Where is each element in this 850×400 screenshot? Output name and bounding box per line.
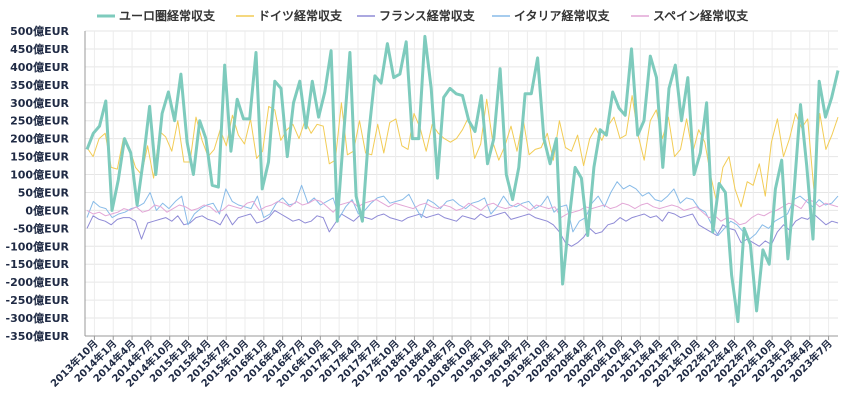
grid (85, 30, 838, 337)
y-tick-label: 450億EUR (10, 42, 69, 56)
legend-label[interactable]: ユーロ圏経常収支 (119, 8, 216, 23)
y-tick-label: 250億EUR (10, 114, 69, 128)
y-tick-label: -300億EUR (6, 311, 70, 325)
legend: ユーロ圏経常収支 ドイツ経常収支 フランス経常収支 イタリア経常収支 スペイン経常収支 (97, 8, 749, 23)
x-axis: 2013年10月2014年1月2014年4月2014年7月2014年10月201… (48, 335, 838, 390)
y-tick-label: -200億EUR (6, 275, 70, 289)
y-tick-label: -150億EUR (6, 257, 70, 271)
legend-label[interactable]: イタリア経常収支 (514, 8, 611, 23)
legend-label[interactable]: スペイン経常収支 (653, 8, 749, 23)
y-tick-label: -50億EUR (13, 221, 69, 235)
y-tick-label: 500億EUR (10, 24, 69, 38)
y-tick-label: -250億EUR (6, 293, 70, 307)
y-tick-label: 150億EUR (10, 150, 69, 164)
series-line-0 (85, 34, 840, 324)
series-line-1 (86, 95, 839, 208)
legend-label[interactable]: フランス経常収支 (379, 8, 476, 23)
y-tick-label: 300億EUR (10, 96, 69, 110)
y-tick-label: 100億EUR (10, 168, 69, 182)
y-tick-label: 0億EUR (25, 203, 69, 217)
y-tick-label: 200億EUR (10, 132, 69, 146)
y-tick-label: -350億EUR (6, 329, 70, 343)
y-tick-label: 350億EUR (10, 78, 69, 92)
y-tick-label: -100億EUR (6, 239, 70, 253)
series-lines (85, 34, 840, 324)
legend-label[interactable]: ドイツ経常収支 (258, 8, 343, 23)
y-tick-label: 400億EUR (10, 60, 69, 74)
y-axis: -350億EUR -300億EUR -250億EUR -200億EUR -150億EUR… (6, 24, 86, 343)
y-tick-label: 50億EUR (18, 185, 70, 199)
